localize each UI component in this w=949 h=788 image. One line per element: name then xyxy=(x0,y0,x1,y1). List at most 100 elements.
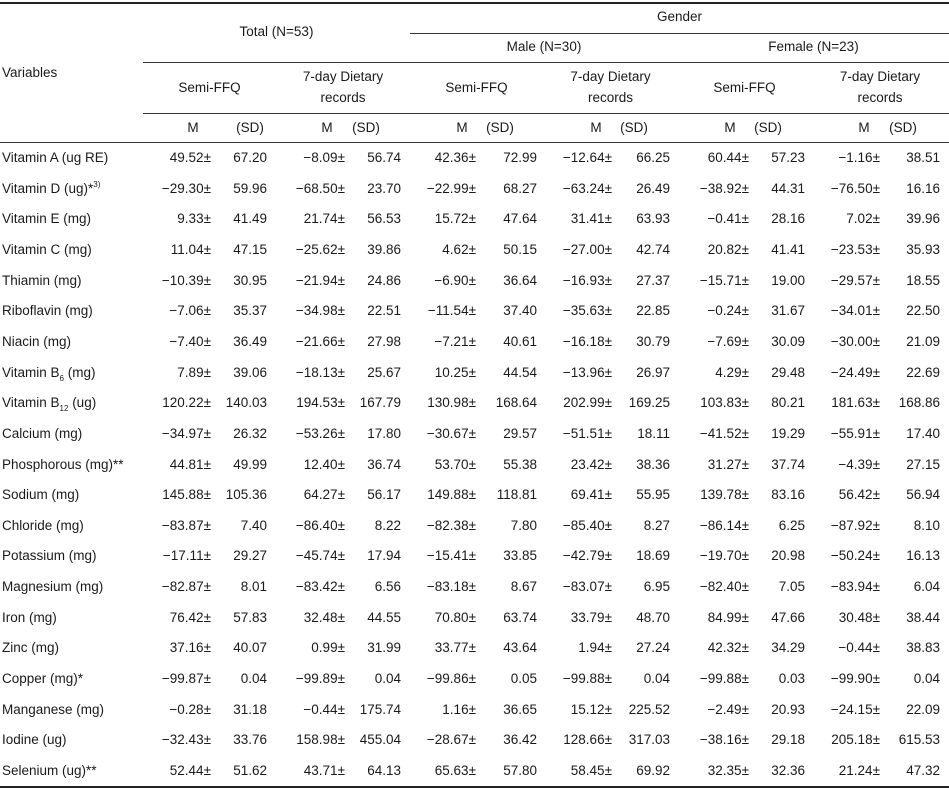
mean-number: −86.14 xyxy=(699,517,742,533)
mean-value: 9.33± xyxy=(141,211,211,227)
sd-value: 0.04 xyxy=(374,671,401,687)
mean-number: 21.24 xyxy=(838,763,873,778)
plus-minus-sign: ± xyxy=(741,671,749,687)
sd-value: 30.09 xyxy=(771,333,805,349)
mean-value: −27.00± xyxy=(542,242,612,258)
sd-value: 39.06 xyxy=(233,364,267,380)
mean-value: −63.24± xyxy=(542,181,612,197)
plus-minus-sign: ± xyxy=(468,395,476,411)
row-label-text: Vitamin B xyxy=(2,364,60,380)
mean-number: −53.26 xyxy=(295,425,338,441)
mean-value: −35.63± xyxy=(542,303,612,319)
plus-minus-sign: ± xyxy=(604,517,612,533)
sd-value: 27.37 xyxy=(636,272,670,288)
sd-value: 49.99 xyxy=(233,456,267,472)
mean-value: 76.42± xyxy=(141,610,211,626)
mean-value: −38.92± xyxy=(679,181,749,197)
mean-value: −29.57± xyxy=(810,273,880,289)
plus-minus-sign: ± xyxy=(741,579,749,595)
mean-value: 120.22± xyxy=(141,395,211,411)
mean-number: 202.99 xyxy=(563,395,605,411)
plus-minus-sign: ± xyxy=(203,671,211,687)
mean-number: 60.44 xyxy=(707,150,742,165)
mean-value: −0.28± xyxy=(141,702,211,718)
sd-value: 8.22 xyxy=(374,517,401,533)
plus-minus-sign: ± xyxy=(337,517,345,533)
plus-minus-sign: ± xyxy=(468,150,476,165)
mean-number: 194.53 xyxy=(296,395,338,411)
sd-value: 36.49 xyxy=(233,333,267,349)
mean-value: −85.40± xyxy=(542,518,612,534)
mean-number: −82.87 xyxy=(161,579,204,595)
mean-value: 44.81± xyxy=(141,457,211,473)
sd-value: 6.95 xyxy=(643,579,670,595)
sd-header: (SD) xyxy=(486,120,514,135)
plus-minus-sign: ± xyxy=(604,640,612,656)
plus-minus-sign: ± xyxy=(872,333,880,349)
mean-value: 52.44± xyxy=(141,763,211,779)
mean-number: −55.91 xyxy=(830,425,873,441)
plus-minus-sign: ± xyxy=(468,333,476,349)
body-top-rule xyxy=(0,142,949,143)
mean-number: −76.50 xyxy=(830,180,873,196)
plus-minus-sign: ± xyxy=(203,456,211,472)
sd-value: 8.67 xyxy=(510,579,537,595)
mean-number: −21.94 xyxy=(295,272,338,288)
m-header: M xyxy=(321,120,333,135)
mean-value: 32.35± xyxy=(679,763,749,779)
plus-minus-sign: ± xyxy=(872,671,880,687)
mean-number: −86.40 xyxy=(295,517,338,533)
mean-number: 33.79 xyxy=(570,609,605,625)
mean-value: 32.48± xyxy=(275,610,345,626)
plus-minus-sign: ± xyxy=(468,640,476,656)
plus-minus-sign: ± xyxy=(337,732,345,748)
mean-value: 1.94± xyxy=(542,640,612,656)
mean-number: −83.94 xyxy=(830,579,873,595)
bottom-rule xyxy=(0,786,949,788)
mean-value: −8.09± xyxy=(275,150,345,166)
mean-value: 15.72± xyxy=(406,211,476,227)
sd-value: 43.64 xyxy=(503,640,537,656)
mean-value: 21.74± xyxy=(275,211,345,227)
plus-minus-sign: ± xyxy=(604,701,612,717)
total-header: Total (N=53) xyxy=(239,24,314,39)
plus-minus-sign: ± xyxy=(604,395,612,411)
mean-number: 32.35 xyxy=(707,763,742,778)
sd-value: 167.79 xyxy=(359,395,401,411)
mean-value: −23.53± xyxy=(810,242,880,258)
mean-number: −34.01 xyxy=(830,303,873,319)
plus-minus-sign: ± xyxy=(468,211,476,227)
plus-minus-sign: ± xyxy=(203,732,211,748)
sd-value: 47.15 xyxy=(233,241,267,257)
mean-value: −38.16± xyxy=(679,732,749,748)
row-label-text: Sodium (mg) xyxy=(2,487,80,503)
sd-value: 69.92 xyxy=(636,763,670,778)
sd-value: 0.03 xyxy=(778,671,805,687)
mean-number: 64.27 xyxy=(303,487,338,503)
sd-value: 29.57 xyxy=(503,425,537,441)
row-label: Sodium (mg) xyxy=(2,487,79,503)
mean-value: −13.96± xyxy=(542,365,612,381)
mean-value: 11.04± xyxy=(141,242,211,258)
mean-number: 20.82 xyxy=(707,241,742,257)
sd-value: 55.38 xyxy=(503,456,537,472)
sd-value: 80.21 xyxy=(771,395,805,411)
mean-value: 15.12± xyxy=(542,702,612,718)
sd-value: 57.80 xyxy=(503,763,537,778)
row-label: Zinc (mg) xyxy=(2,640,59,656)
plus-minus-sign: ± xyxy=(203,211,211,227)
sd-value: 7.05 xyxy=(778,579,805,595)
mean-number: 70.80 xyxy=(434,609,469,625)
mean-number: 58.45 xyxy=(570,763,605,778)
sd-value: 44.55 xyxy=(367,609,401,625)
row-label-text: Vitamin E (mg) xyxy=(2,211,92,227)
plus-minus-sign: ± xyxy=(741,701,749,717)
mean-number: −38.92 xyxy=(699,180,742,196)
mean-value: −83.87± xyxy=(141,518,211,534)
mean-value: 84.99± xyxy=(679,610,749,626)
mean-number: −10.39 xyxy=(161,272,204,288)
mean-number: −1.16 xyxy=(838,150,873,165)
sd-value: 24.86 xyxy=(367,272,401,288)
mean-number: −18.13 xyxy=(295,364,338,380)
mean-value: 31.41± xyxy=(542,211,612,227)
